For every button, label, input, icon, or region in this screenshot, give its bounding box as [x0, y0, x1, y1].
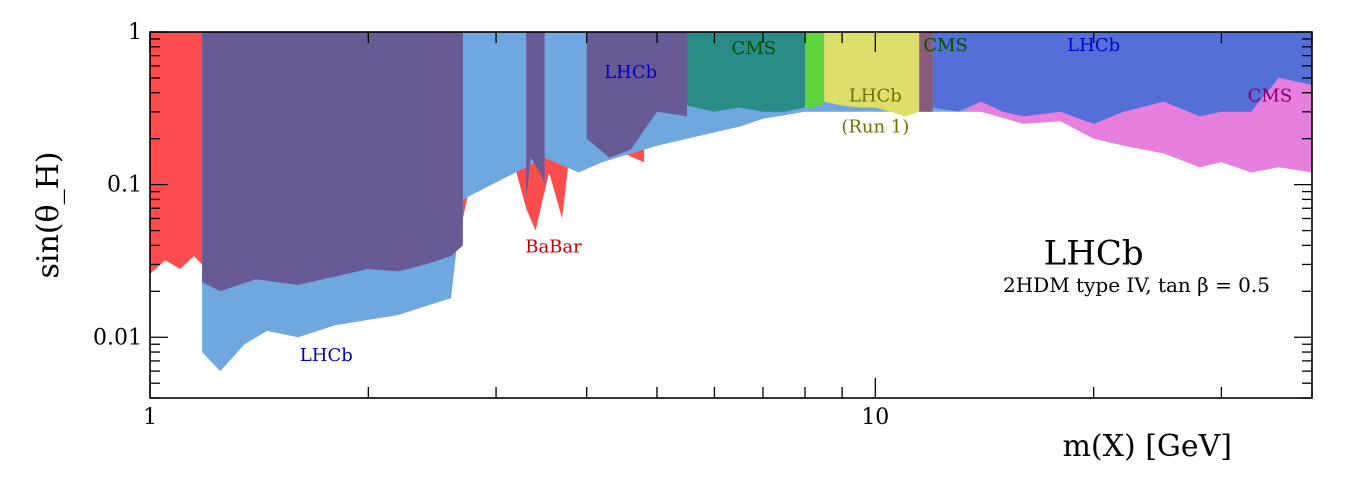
- band-area-0: [687, 32, 805, 112]
- x-tick-label: 1: [143, 405, 157, 430]
- text-layer: 1 10 1 0.1 0.01 m(X) [GeV] sin(θ_H) LHCb BaBar LH…: [31, 20, 1292, 464]
- region-label: LHCb: [300, 345, 353, 366]
- region-label: LHCb: [1067, 35, 1120, 56]
- region-label: CMS: [923, 35, 968, 56]
- y-tick-label: 0.1: [107, 173, 142, 198]
- overlap-area-2: [526, 32, 545, 200]
- band-area-1: [805, 32, 825, 108]
- y-tick-label: 1: [128, 20, 142, 45]
- overlap-area-1: [586, 32, 687, 158]
- region-label: CMS: [732, 38, 777, 59]
- region-label: BaBar: [525, 236, 582, 257]
- series-area-2: [824, 32, 920, 117]
- region-label: LHCb: [604, 62, 657, 83]
- y-tick-label: 0.01: [93, 325, 142, 350]
- model-note: 2HDM type IV, tan β = 0.5: [1003, 273, 1270, 297]
- x-tick-label: 10: [861, 405, 889, 430]
- plot-frame: [149, 31, 1313, 399]
- overlap-area-0: [202, 32, 463, 292]
- series-layer: [150, 32, 1313, 372]
- y-axis-title: sin(θ_H): [31, 152, 66, 279]
- experiment-label: LHCb: [1044, 233, 1144, 273]
- axes-layer: [149, 31, 1313, 399]
- region-label: CMS: [1248, 86, 1293, 107]
- series-area-1: [202, 32, 1313, 372]
- region-label: LHCb: [849, 86, 902, 107]
- x-axis-title: m(X) [GeV]: [1062, 429, 1232, 464]
- band-area-2: [919, 32, 933, 112]
- band-area-3: [932, 32, 1312, 124]
- region-label: (Run 1): [841, 116, 909, 137]
